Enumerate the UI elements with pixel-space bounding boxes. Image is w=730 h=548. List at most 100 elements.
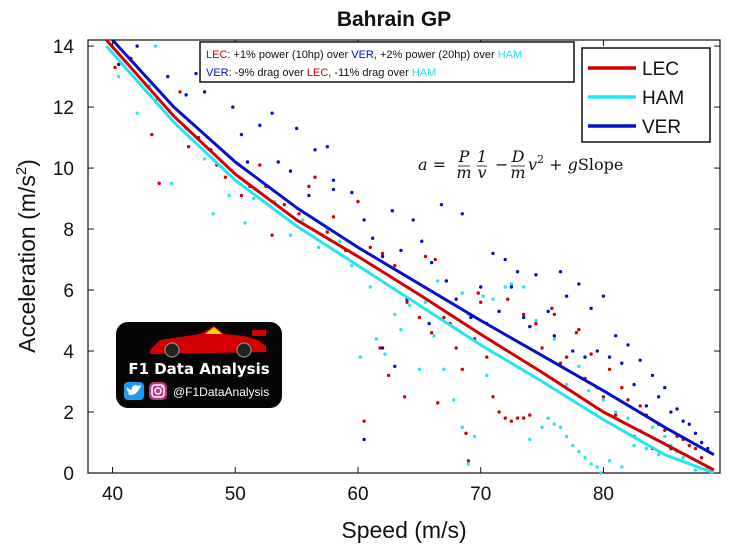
data-point-lec xyxy=(620,385,624,390)
data-point-lec xyxy=(552,312,557,317)
data-point-ham xyxy=(350,263,354,268)
data-point-lec xyxy=(464,431,468,436)
formula-minus: − xyxy=(495,155,508,174)
data-point-ham xyxy=(552,422,557,426)
data-point-lec xyxy=(380,251,385,256)
data-point-ver xyxy=(399,248,403,253)
data-point-ham xyxy=(644,446,649,451)
data-point-ham xyxy=(693,468,698,472)
data-point-lec xyxy=(223,175,228,179)
data-point-ham xyxy=(552,337,557,341)
formula-frac-1-v: 1 v xyxy=(477,147,487,182)
data-point-ham xyxy=(521,285,526,289)
svg-text:1: 1 xyxy=(477,147,487,166)
data-point-lec xyxy=(466,459,471,463)
data-point-ham xyxy=(452,398,456,402)
data-point-ham xyxy=(432,334,436,338)
data-point-ham xyxy=(460,291,464,295)
data-point-ham xyxy=(374,337,379,341)
data-point-ver xyxy=(390,209,395,213)
data-point-ham xyxy=(632,443,636,448)
data-point-lec xyxy=(601,395,606,399)
data-point-ham xyxy=(503,285,507,289)
data-point-lec xyxy=(534,321,538,326)
data-point-ver xyxy=(503,257,507,262)
data-point-lec xyxy=(540,346,544,350)
data-point-ham xyxy=(169,181,174,186)
y-axis-title-sup: 2 xyxy=(13,167,30,175)
annotation-box-frame xyxy=(199,41,575,83)
data-point-ham xyxy=(202,157,207,161)
data-point-ham xyxy=(301,218,305,222)
data-point-lec xyxy=(442,315,446,320)
data-point-ver xyxy=(552,334,557,338)
data-point-ver xyxy=(644,404,649,408)
data-point-lec xyxy=(113,65,117,70)
data-point-ham xyxy=(491,297,495,301)
data-point-lec xyxy=(186,145,191,149)
y-axis-title-main: Acceleration (m/s xyxy=(14,175,40,353)
data-point-ham xyxy=(337,239,342,243)
chart-title: Bahrain GP xyxy=(337,8,451,31)
data-point-lec xyxy=(423,254,428,259)
data-point-ver xyxy=(116,62,121,67)
data-point-lec xyxy=(368,245,372,250)
data-point-ver xyxy=(589,306,593,311)
data-point-lec xyxy=(574,331,579,335)
data-point-ver xyxy=(288,169,293,173)
annotation-segment: HAM xyxy=(498,49,522,61)
data-point-lec xyxy=(331,215,336,219)
data-point-lec xyxy=(433,257,437,262)
data-point-ver xyxy=(350,190,354,195)
legend-label-lec: LEC xyxy=(642,59,679,80)
annotation-segment: LEC xyxy=(307,67,328,79)
data-point-lec xyxy=(429,331,434,335)
annotation-segment: , -11% drag over xyxy=(328,67,412,79)
data-point-lec xyxy=(515,416,520,420)
data-point-ver xyxy=(380,346,385,350)
data-point-ver xyxy=(601,294,606,298)
data-point-lec xyxy=(528,413,532,417)
f1-car-icon xyxy=(150,326,266,358)
data-point-ham xyxy=(251,196,256,201)
data-point-lec xyxy=(497,410,501,414)
data-point-ham xyxy=(509,282,514,286)
data-point-lec xyxy=(436,401,440,405)
data-point-ver xyxy=(202,90,207,94)
data-point-lec xyxy=(356,199,360,204)
data-point-lec xyxy=(577,327,581,332)
legend: LEC HAM VER xyxy=(581,47,711,143)
y-tick-label: 0 xyxy=(63,464,74,485)
data-point-ham xyxy=(564,382,569,387)
data-point-ver xyxy=(638,358,642,362)
data-point-ham xyxy=(481,294,485,298)
annotation-segment: LEC xyxy=(206,49,227,61)
y-tick-label: 12 xyxy=(53,98,74,119)
data-point-ham xyxy=(571,443,575,448)
annotation-segment: VER xyxy=(351,49,374,61)
data-point-lec xyxy=(258,163,262,167)
logo-title: F1 Data Analysis xyxy=(128,360,269,378)
svg-text:m: m xyxy=(456,163,471,182)
data-point-ham xyxy=(417,367,422,372)
y-tick-label: 4 xyxy=(63,342,74,363)
data-point-ham xyxy=(243,221,247,225)
data-point-ver xyxy=(420,239,424,243)
data-point-lec xyxy=(687,443,692,448)
data-point-lec xyxy=(509,419,514,423)
y-tick-label: 8 xyxy=(63,220,74,241)
data-point-lec xyxy=(239,193,244,198)
data-point-lec xyxy=(405,300,409,304)
data-point-ham xyxy=(589,462,593,466)
data-point-ver xyxy=(276,160,280,164)
twitter-icon xyxy=(124,382,144,400)
data-point-lec xyxy=(362,419,366,423)
data-point-ham xyxy=(663,434,667,439)
data-point-ham xyxy=(288,233,293,237)
data-point-ham xyxy=(540,425,544,429)
x-tick-label: 80 xyxy=(593,484,614,505)
data-point-ver xyxy=(558,270,563,274)
data-point-ver xyxy=(632,382,636,387)
logo-handle: @F1DataAnalysis xyxy=(173,385,269,399)
